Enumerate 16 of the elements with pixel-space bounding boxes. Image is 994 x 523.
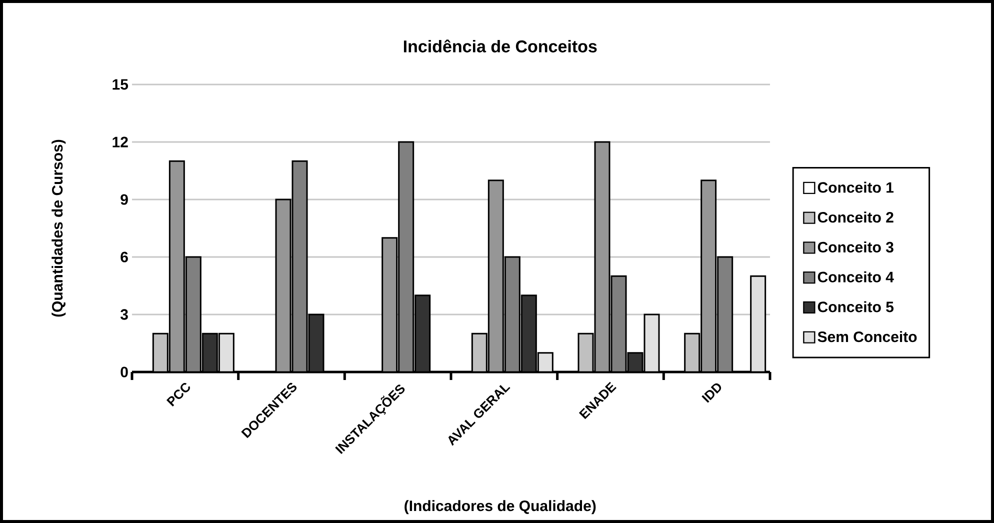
y-tick-label: 6 (120, 252, 128, 262)
legend-label: Conceito 4 (818, 271, 894, 282)
y-tick-label: 15 (112, 79, 128, 90)
legend-label: Conceito 1 (818, 182, 894, 193)
legend-label: Conceito 2 (818, 212, 894, 223)
y-tick-label: 0 (120, 366, 128, 378)
legend-label: Conceito 5 (818, 301, 894, 312)
y-tick-label: 9 (120, 194, 128, 205)
y-tick-label: 3 (120, 309, 128, 320)
legend-label: Sem Conceito (818, 331, 917, 342)
chart-title: Incidência de Conceitos (404, 40, 597, 52)
x-axis-title: (Indicadores de Qualidade) (404, 500, 596, 514)
legend-label: Conceito 3 (818, 242, 894, 253)
x-tick-label: IDD (702, 383, 722, 403)
y-axis-title: (Quantidades de Cursos) (52, 140, 66, 317)
y-tick-label: 12 (112, 136, 128, 148)
